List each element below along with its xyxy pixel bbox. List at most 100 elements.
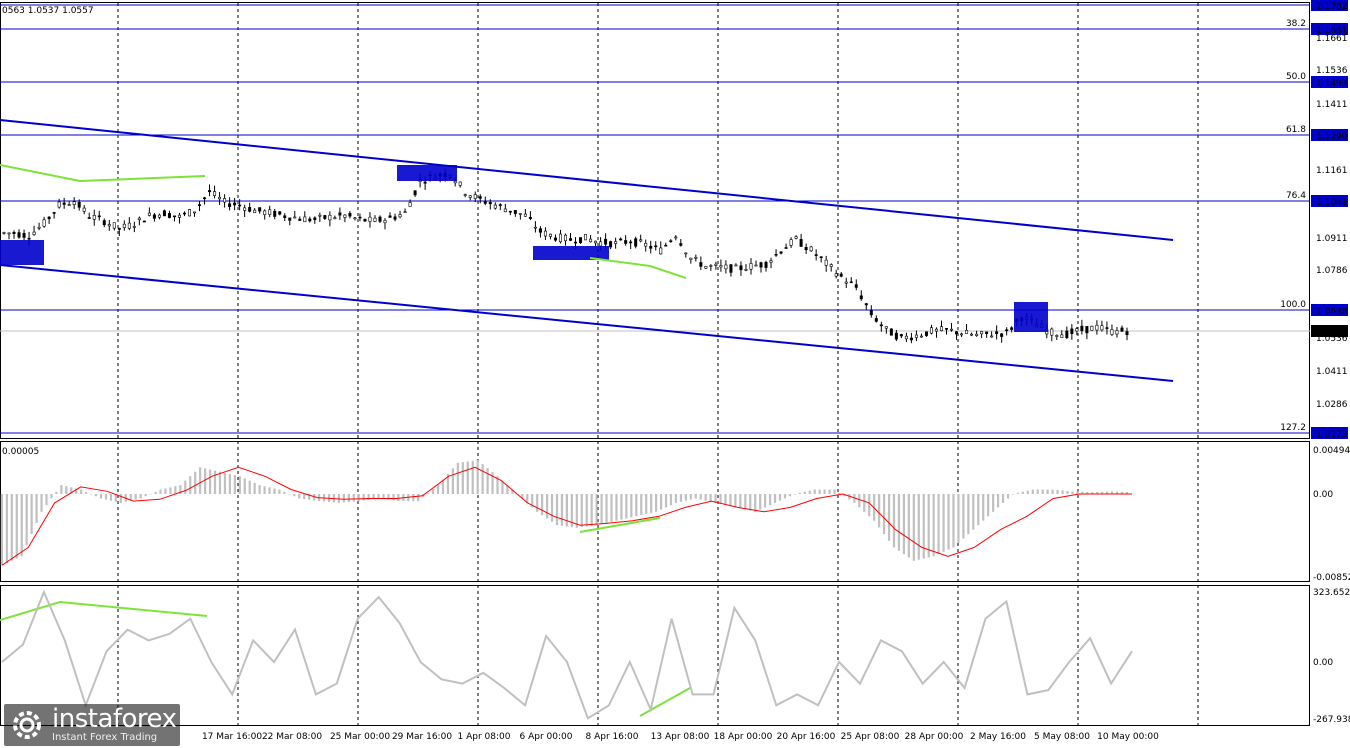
candle-body (343, 214, 347, 218)
price-tick-7: 1.0411 (1316, 367, 1348, 377)
candle-body (569, 238, 573, 241)
highlight-boxes (0, 165, 1048, 332)
candle-body (794, 236, 798, 239)
macd-bar (1071, 491, 1074, 494)
macd-bar (446, 473, 450, 494)
candle-body (122, 223, 126, 228)
macd-bar (759, 494, 762, 510)
macd-bar (119, 494, 122, 503)
macd-bar (144, 494, 147, 497)
macd-bar (769, 494, 772, 506)
macd-bar (595, 494, 598, 526)
macd-bar (80, 489, 83, 494)
macd-bar (263, 486, 266, 494)
fib-price-box-5 (1311, 304, 1348, 316)
time-label-7: 13 Apr 08:00 (651, 732, 710, 742)
macd-bar (585, 494, 588, 527)
macd-bar (159, 489, 162, 494)
candle-body (518, 213, 522, 215)
macd-bar (521, 494, 524, 499)
candle-body (589, 238, 593, 243)
candle-body (894, 332, 898, 340)
candle-body (669, 240, 673, 243)
logo-tagline: Instant Forex Trading (52, 732, 158, 743)
macd-bar (580, 494, 583, 528)
candle-body (403, 211, 407, 214)
macd-bar (982, 494, 985, 521)
time-label-2: 25 Mar 00:00 (330, 732, 390, 742)
candle-body (453, 180, 457, 184)
macd-bar (417, 494, 420, 502)
candle-body (172, 215, 176, 218)
macd-bar (5, 494, 8, 564)
macd-panel-border (0, 441, 1310, 582)
candle-body (975, 333, 979, 336)
macd-bar (466, 461, 469, 494)
macd-bar (1076, 491, 1079, 494)
candle-body (1080, 325, 1084, 331)
macd-bar (412, 494, 415, 502)
macd-bar (1021, 491, 1024, 494)
time-label-8: 18 Apr 00:00 (714, 732, 773, 742)
candle-body (1055, 335, 1059, 337)
candle-body (463, 194, 467, 196)
macd-bar (645, 494, 648, 515)
macd-bar (258, 485, 261, 494)
candle-body (533, 226, 537, 229)
candle-body (779, 251, 783, 254)
candle-body (609, 241, 613, 248)
candle-body (162, 210, 166, 217)
candle-body (804, 247, 808, 251)
macd-bar (887, 494, 891, 541)
candle-body (278, 211, 282, 215)
candle-body (538, 228, 542, 233)
candle-body (97, 215, 101, 218)
candle-body (27, 237, 31, 240)
macd-bar (838, 492, 841, 494)
candle-body (423, 181, 427, 184)
candle-body (253, 209, 257, 214)
macd-bar (650, 494, 653, 513)
macd-bar (481, 464, 484, 494)
macd-bar (129, 494, 132, 501)
candle-body (338, 212, 342, 216)
candle-body (749, 263, 753, 270)
current-price-box (1311, 325, 1348, 337)
candle-body (980, 331, 984, 335)
cci-tick-2: -267.9386 (1313, 715, 1350, 725)
candle-body (970, 333, 974, 336)
candle-body (714, 263, 718, 266)
macd-bar (635, 494, 638, 517)
macd-bar (15, 494, 18, 559)
macd-bar (749, 494, 752, 511)
candle-body (859, 295, 863, 300)
macd-bar (788, 494, 792, 497)
highlight-box-2 (533, 246, 609, 260)
candle-body (909, 337, 913, 341)
macd-bar (248, 480, 251, 494)
candle-body (223, 198, 227, 203)
macd-bar (35, 494, 38, 523)
macd-bar (868, 494, 871, 517)
fib-price-box-6 (1311, 427, 1348, 439)
candle-body (759, 262, 763, 268)
macd-bar (25, 494, 28, 546)
macd-bar (655, 494, 658, 512)
candle-body (388, 215, 392, 218)
price-tick-4: 1.0911 (1316, 234, 1348, 244)
macd-bar (947, 494, 950, 550)
candle-body (1065, 330, 1069, 338)
candle-body (874, 318, 878, 322)
candle-body (829, 264, 833, 267)
macd-bar (952, 494, 955, 548)
candle-body (824, 259, 828, 266)
macd-bar (313, 494, 316, 501)
candle-body (177, 214, 181, 218)
candle-body (333, 217, 337, 220)
macd-bar (793, 494, 796, 495)
macd-bar (134, 494, 137, 500)
time-label-1: 22 Mar 08:00 (262, 732, 322, 742)
candle-body (1090, 325, 1094, 331)
channel-lower (0, 264, 1174, 382)
